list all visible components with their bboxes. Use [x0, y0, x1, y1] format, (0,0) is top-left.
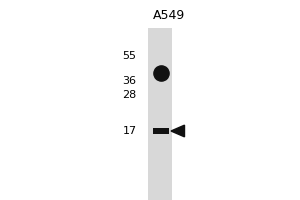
Text: A549: A549 [153, 9, 186, 22]
Bar [153, 128, 169, 134]
Text: 17: 17 [122, 126, 136, 136]
Text: 55: 55 [122, 51, 136, 61]
Point [159, 71, 164, 75]
Text: 36: 36 [122, 76, 136, 86]
Polygon shape [171, 125, 184, 137]
Text: 28: 28 [122, 90, 136, 100]
Bar [148, 28, 172, 200]
